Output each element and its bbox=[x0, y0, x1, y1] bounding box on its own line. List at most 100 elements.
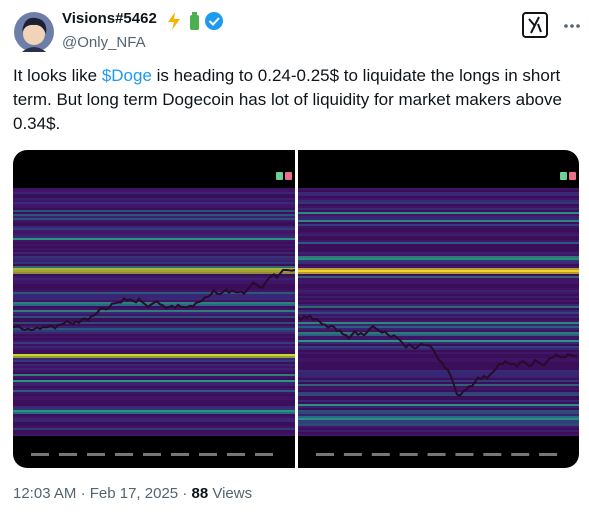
heatmap-band bbox=[13, 382, 295, 384]
grok-button[interactable] bbox=[522, 12, 548, 38]
legend-swatch bbox=[569, 172, 576, 180]
heatmap-band bbox=[13, 236, 295, 238]
heatmap-band bbox=[298, 394, 579, 396]
heatmap-band bbox=[13, 310, 295, 312]
heatmap-band bbox=[298, 212, 579, 214]
heatmap-band bbox=[298, 388, 579, 390]
heatmap-band bbox=[298, 226, 579, 228]
legend-swatch bbox=[285, 172, 292, 180]
heatmap-band bbox=[13, 290, 295, 292]
heatmap-band bbox=[298, 216, 579, 218]
heatmap-band bbox=[13, 220, 295, 222]
heatmap-band bbox=[298, 434, 579, 436]
heatmap-band bbox=[298, 302, 579, 304]
heatmap-band bbox=[13, 316, 295, 318]
heatmap-band bbox=[13, 288, 295, 290]
name-badges bbox=[168, 12, 223, 30]
heatmap-band bbox=[13, 234, 295, 236]
heatmap-band bbox=[13, 408, 295, 410]
heatmap-band bbox=[298, 288, 579, 290]
heatmap-band bbox=[298, 198, 579, 200]
heatmap-band bbox=[13, 292, 295, 294]
heatmap-band bbox=[13, 320, 295, 322]
views-count: 88 bbox=[191, 485, 209, 502]
author-name[interactable]: Visions#5462 bbox=[62, 10, 157, 27]
time[interactable]: 12:03 AM bbox=[13, 485, 77, 502]
post-image[interactable] bbox=[13, 150, 579, 468]
heatmap-band bbox=[298, 410, 579, 412]
heatmap-band bbox=[298, 286, 579, 288]
heatmap-band bbox=[13, 334, 295, 336]
heatmap-band bbox=[298, 380, 579, 382]
heatmap-band bbox=[298, 202, 579, 204]
heatmap-band bbox=[13, 252, 295, 254]
heatmap-band bbox=[298, 254, 579, 256]
heatmap-band bbox=[298, 248, 579, 250]
heatmap-band bbox=[13, 254, 295, 256]
axis-label-mark bbox=[87, 453, 105, 456]
heatmap-band bbox=[13, 202, 295, 204]
views-label: Views bbox=[212, 485, 253, 502]
text: It looks like bbox=[13, 66, 102, 85]
heatmap-band bbox=[13, 336, 295, 338]
heatmap-band bbox=[13, 246, 295, 248]
heatmap-band bbox=[298, 190, 579, 192]
heatmap-band bbox=[298, 228, 579, 230]
heatmap-band bbox=[298, 234, 579, 236]
heatmap-band bbox=[298, 296, 579, 298]
heatmap-band bbox=[13, 226, 295, 228]
axis-label-mark bbox=[483, 453, 502, 456]
heatmap-band bbox=[298, 422, 579, 424]
heatmap-band bbox=[13, 338, 295, 340]
heatmap-band bbox=[298, 336, 579, 338]
heatmap-band bbox=[298, 306, 579, 308]
heatmap-band bbox=[298, 332, 579, 334]
heatmap-band bbox=[298, 412, 579, 414]
more-button[interactable] bbox=[564, 24, 580, 28]
heatmap-band bbox=[298, 424, 579, 426]
heatmap-band bbox=[13, 230, 295, 232]
heatmap-band bbox=[13, 428, 295, 430]
heatmap-band bbox=[298, 260, 579, 262]
heatmap-band bbox=[13, 358, 295, 360]
heatmap-band bbox=[298, 318, 579, 320]
heatmap-band bbox=[13, 258, 295, 260]
heatmap-band bbox=[13, 378, 295, 380]
heatmap-band bbox=[298, 406, 579, 408]
heatmap-band bbox=[13, 362, 295, 364]
heatmap-band bbox=[13, 426, 295, 428]
legend-swatch bbox=[276, 172, 283, 180]
heatmap-band bbox=[298, 396, 579, 398]
heatmap-band bbox=[13, 330, 295, 332]
heatmap-band bbox=[13, 212, 295, 214]
heatmap-band bbox=[13, 216, 295, 218]
date[interactable]: Feb 17, 2025 bbox=[89, 485, 179, 502]
avatar[interactable] bbox=[14, 12, 54, 52]
heatmap-band bbox=[13, 242, 295, 244]
heatmap-band bbox=[13, 218, 295, 220]
heatmap-band bbox=[298, 218, 579, 220]
heatmap-band bbox=[298, 354, 579, 356]
heatmap-band bbox=[298, 192, 579, 194]
cashtag-link[interactable]: $Doge bbox=[101, 66, 152, 85]
heatmap-band bbox=[13, 364, 295, 366]
heatmap-band bbox=[298, 298, 579, 300]
heatmap-band bbox=[13, 210, 295, 212]
heatmap-band bbox=[13, 244, 295, 246]
heatmap-band bbox=[13, 190, 295, 192]
heatmap-band bbox=[298, 256, 579, 258]
heatmap-band bbox=[298, 238, 579, 240]
heatmap-band bbox=[13, 272, 295, 274]
heatmap-band bbox=[298, 210, 579, 212]
heatmap-band bbox=[13, 322, 295, 324]
author-handle[interactable]: @Only_NFA bbox=[62, 34, 146, 51]
heatmap-band bbox=[298, 308, 579, 310]
heatmap-band bbox=[13, 266, 295, 268]
heatmap-band bbox=[13, 238, 295, 240]
heatmap-band bbox=[298, 326, 579, 328]
heatmap-band bbox=[298, 430, 579, 432]
heatmap-band bbox=[298, 420, 579, 422]
heatmap-band bbox=[298, 272, 579, 274]
heatmap-band bbox=[298, 312, 579, 314]
heatmap-band bbox=[13, 274, 295, 276]
